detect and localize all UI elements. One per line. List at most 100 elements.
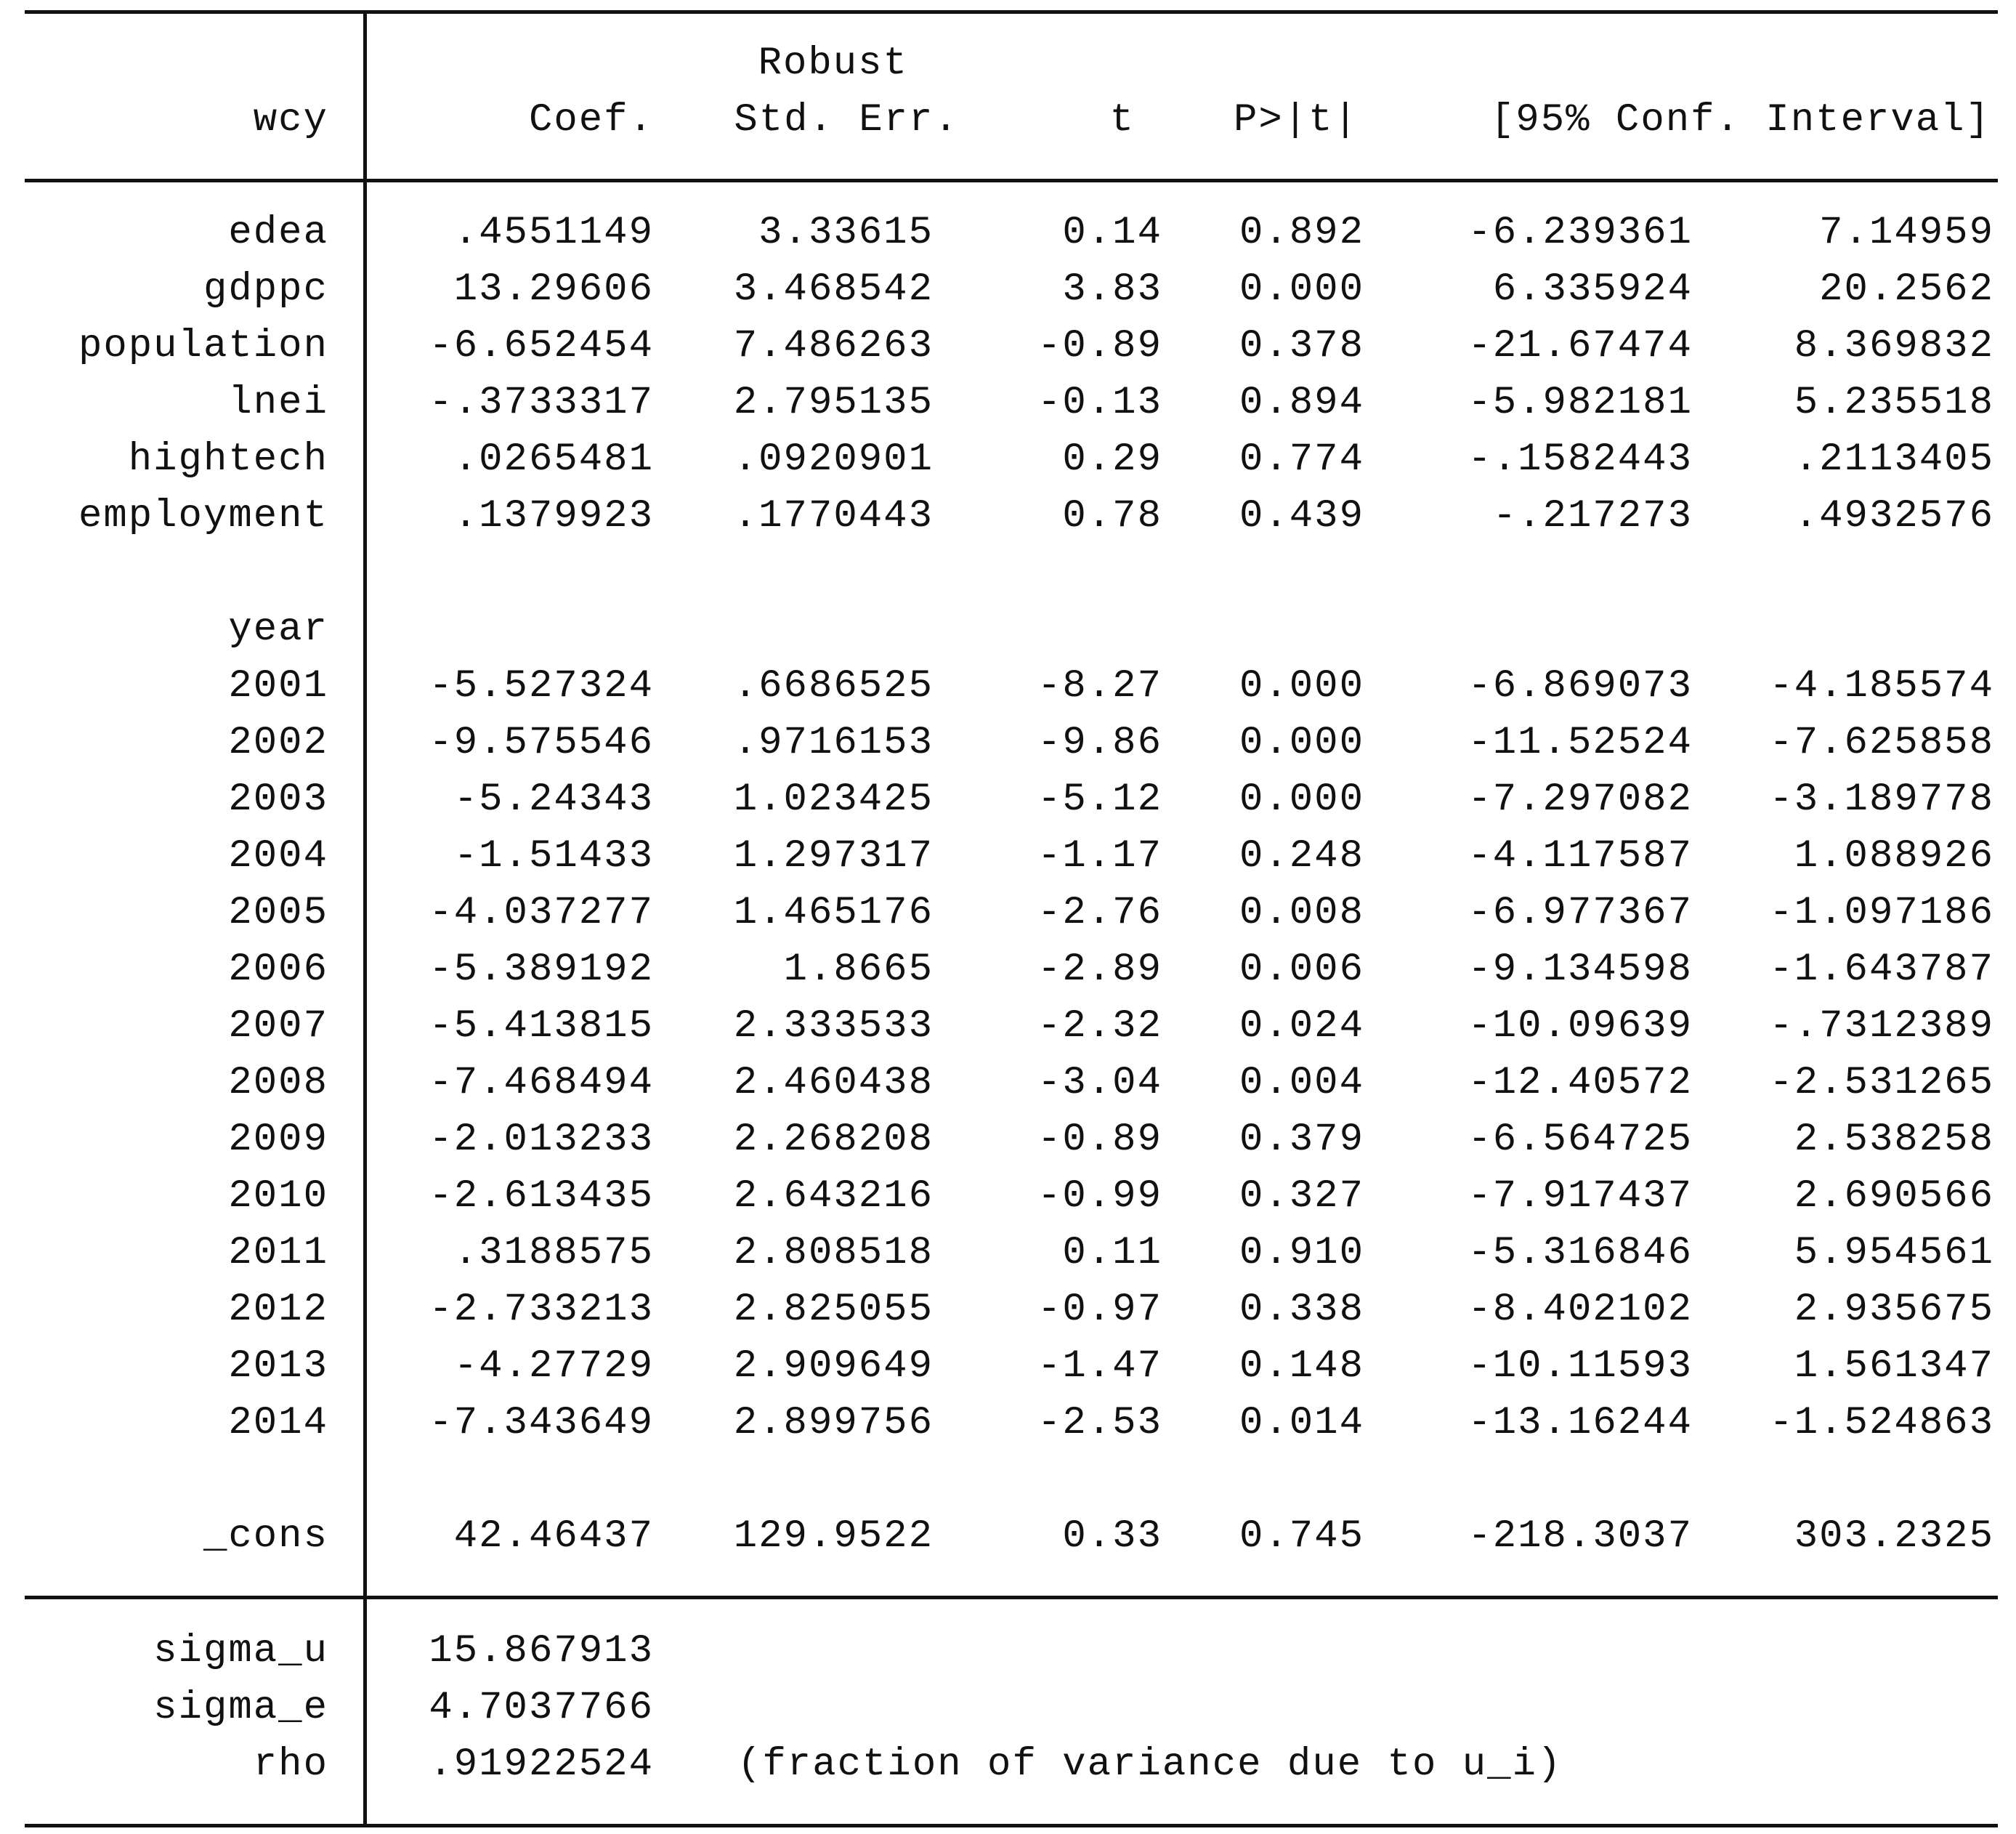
ci-lower-cell: -6.564725 <box>1468 1118 1693 1162</box>
p-value-cell: 0.006 <box>1239 948 1364 992</box>
std-err-cell: 1.297317 <box>733 834 934 878</box>
std-err-cell: 2.460438 <box>733 1061 934 1105</box>
std-err-cell: 2.825055 <box>733 1288 934 1332</box>
t-cell: 0.11 <box>1062 1231 1162 1275</box>
header-p: P>|t| <box>1233 98 1359 142</box>
coef-cell: -7.343649 <box>429 1401 654 1445</box>
std-err-cell: 1.023425 <box>733 777 934 822</box>
std-err-cell: .9716153 <box>733 721 934 765</box>
t-cell: -0.97 <box>1037 1288 1162 1332</box>
t-cell: -2.53 <box>1037 1401 1162 1445</box>
t-cell: 0.29 <box>1062 437 1162 482</box>
p-value-cell: 0.008 <box>1239 891 1364 935</box>
t-cell: -0.89 <box>1037 1118 1162 1162</box>
t-cell: 0.33 <box>1062 1514 1162 1559</box>
t-cell: -0.99 <box>1037 1174 1162 1219</box>
row-label: 2002 <box>228 721 328 765</box>
ci-upper-cell: 2.538258 <box>1794 1118 1994 1162</box>
std-err-cell: 2.899756 <box>733 1401 934 1445</box>
t-cell: -5.12 <box>1037 777 1162 822</box>
std-err-cell: 1.465176 <box>733 891 934 935</box>
std-err-cell: 7.486263 <box>733 324 934 368</box>
coef-cell: -6.652454 <box>429 324 654 368</box>
bottom-rule <box>25 1824 1998 1827</box>
row-label: 2009 <box>228 1118 328 1162</box>
std-err-cell: 2.333533 <box>733 1004 934 1049</box>
ci-upper-cell: 5.235518 <box>1794 381 1994 425</box>
ci-upper-cell: 20.2562 <box>1819 267 1994 312</box>
p-value-cell: 0.439 <box>1239 494 1364 538</box>
column-divider <box>363 10 367 1827</box>
top-rule <box>25 10 1998 14</box>
row-label: 2008 <box>228 1061 328 1105</box>
ci-upper-cell: .4932576 <box>1794 494 1994 538</box>
ci-lower-cell: 6.335924 <box>1492 267 1693 312</box>
ci-lower-cell: -9.134598 <box>1468 948 1693 992</box>
t-cell: 3.83 <box>1062 267 1162 312</box>
t-cell: 0.14 <box>1062 211 1162 255</box>
coef-cell: -4.037277 <box>429 891 654 935</box>
stat-label: sigma_e <box>153 1686 328 1730</box>
ci-lower-cell: -11.52524 <box>1468 721 1693 765</box>
coef-cell: -5.527324 <box>429 664 654 708</box>
stat-value: 4.7037766 <box>429 1686 654 1730</box>
coef-cell: -5.389192 <box>429 948 654 992</box>
t-cell: -9.86 <box>1037 721 1162 765</box>
coef-cell: .3188575 <box>453 1231 654 1275</box>
stat-label: rho <box>253 1742 328 1787</box>
ci-upper-cell: -3.189778 <box>1769 777 1994 822</box>
header-coef: Coef. <box>528 98 654 142</box>
p-value-cell: 0.910 <box>1239 1231 1364 1275</box>
std-err-cell: 2.795135 <box>733 381 934 425</box>
row-label: 2006 <box>228 948 328 992</box>
p-value-cell: 0.148 <box>1239 1344 1364 1389</box>
std-err-cell: 2.643216 <box>733 1174 934 1219</box>
t-cell: -0.89 <box>1037 324 1162 368</box>
std-err-cell: 3.468542 <box>733 267 934 312</box>
row-label: 2003 <box>228 777 328 822</box>
row-label: 2004 <box>228 834 328 878</box>
ci-lower-cell: -5.316846 <box>1468 1231 1693 1275</box>
p-value-cell: 0.774 <box>1239 437 1364 482</box>
ci-upper-cell: 1.561347 <box>1794 1344 1994 1389</box>
ci-upper-cell: 8.369832 <box>1794 324 1994 368</box>
row-label: 2013 <box>228 1344 328 1389</box>
row-label: lnei <box>228 381 328 425</box>
p-value-cell: 0.327 <box>1239 1174 1364 1219</box>
p-value-cell: 0.894 <box>1239 381 1364 425</box>
t-cell: -2.76 <box>1037 891 1162 935</box>
coef-cell: -1.51433 <box>453 834 654 878</box>
coef-cell: -.3733317 <box>429 381 654 425</box>
ci-upper-cell: 303.2325 <box>1794 1514 1994 1559</box>
t-cell: -1.17 <box>1037 834 1162 878</box>
p-value-cell: 0.248 <box>1239 834 1364 878</box>
std-err-cell: 1.8665 <box>783 948 934 992</box>
ci-lower-cell: -10.11593 <box>1468 1344 1693 1389</box>
row-label: edea <box>228 211 328 255</box>
ci-lower-cell: -10.09639 <box>1468 1004 1693 1049</box>
ci-lower-cell: -13.16244 <box>1468 1401 1693 1445</box>
t-cell: -8.27 <box>1037 664 1162 708</box>
coef-cell: 42.46437 <box>453 1514 654 1559</box>
ci-upper-cell: -4.185574 <box>1769 664 1994 708</box>
coef-cell: .4551149 <box>453 211 654 255</box>
ci-upper-cell: 5.954561 <box>1794 1231 1994 1275</box>
coef-cell: -2.733213 <box>429 1288 654 1332</box>
ci-upper-cell: .2113405 <box>1794 437 1994 482</box>
year-group-label: year <box>228 607 328 652</box>
p-value-cell: 0.378 <box>1239 324 1364 368</box>
coef-cell: 13.29606 <box>453 267 654 312</box>
t-cell: 0.78 <box>1062 494 1162 538</box>
std-err-cell: .1770443 <box>733 494 934 538</box>
ci-upper-cell: 7.14959 <box>1819 211 1994 255</box>
p-value-cell: 0.000 <box>1239 721 1364 765</box>
t-cell: -3.04 <box>1037 1061 1162 1105</box>
header-t: t <box>1109 98 1135 142</box>
p-value-cell: 0.892 <box>1239 211 1364 255</box>
ci-upper-cell: -2.531265 <box>1769 1061 1994 1105</box>
header-std-err: Std. Err. <box>734 98 959 142</box>
ci-upper-cell: -1.097186 <box>1769 891 1994 935</box>
ci-lower-cell: -8.402102 <box>1468 1288 1693 1332</box>
std-err-cell: .6686525 <box>733 664 934 708</box>
coef-cell: .1379923 <box>453 494 654 538</box>
